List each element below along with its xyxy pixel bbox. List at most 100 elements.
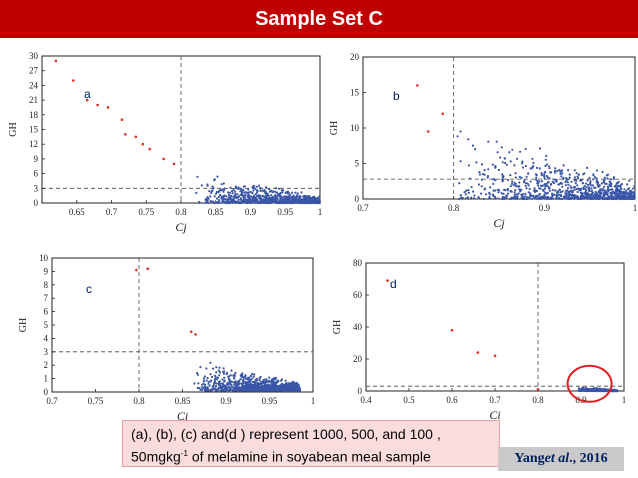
panel-b-cluster-point xyxy=(553,169,557,172)
panel-c-cluster-point xyxy=(236,380,239,383)
panel-c-cluster-point xyxy=(193,382,196,385)
panel-a-cluster-point xyxy=(257,184,261,187)
panel-a-cluster-point xyxy=(222,190,225,193)
panel-b-cluster-point xyxy=(599,193,602,197)
panel-b-cluster-point xyxy=(587,187,590,190)
panel-c-cluster-point xyxy=(252,380,256,383)
panel-c-cluster-point xyxy=(280,384,283,387)
panel-a-cluster-point xyxy=(253,201,256,204)
panel-b-cluster-point xyxy=(459,194,462,197)
panel-c-cluster-point xyxy=(214,385,217,388)
panel-a-outlier-point xyxy=(141,142,145,146)
panel-a-cluster-point xyxy=(221,197,224,201)
panel-b-cluster-point xyxy=(561,185,564,188)
panel-a-letter-label: a xyxy=(84,87,91,101)
panel-b-cluster-point xyxy=(601,187,605,191)
panel-b-cluster-point xyxy=(501,180,504,183)
panel-b-cluster-point xyxy=(536,194,539,197)
panel-a-cluster-point xyxy=(265,201,268,204)
panel-a-cluster-point xyxy=(276,197,279,200)
panel-a-cluster-point xyxy=(267,201,270,205)
panel-c-cluster-point xyxy=(217,369,220,372)
panel-a-cluster-point xyxy=(281,198,284,201)
panel-b-cluster-point xyxy=(544,191,547,194)
panel-a-cluster-point xyxy=(294,198,297,201)
panel-b-cluster-point xyxy=(633,197,636,200)
panel-c-ytick-label: 9 xyxy=(44,266,49,276)
panel-a-outlier-point xyxy=(54,59,58,63)
panel-a-cluster-point xyxy=(247,188,250,191)
panel-b-cluster-point xyxy=(576,175,579,178)
panel-d-cluster-point xyxy=(581,387,584,390)
panel-a-cluster-point xyxy=(232,199,235,202)
panel-b-cluster-point xyxy=(487,168,490,171)
panel-b-cluster-point xyxy=(507,178,510,182)
panel-c-cluster-point xyxy=(261,380,264,383)
panel-a-cluster-point xyxy=(223,194,226,197)
panel-a-cluster-point xyxy=(220,183,223,186)
panel-b-cluster-point xyxy=(466,196,469,199)
panel-b-cluster-point xyxy=(545,174,548,178)
panel-c-cluster-point xyxy=(267,383,270,386)
panel-b-cluster-point xyxy=(510,182,514,185)
panel-b-cluster-point xyxy=(585,186,588,189)
panel-b-cluster-point xyxy=(570,193,573,196)
panel-a-cluster-point xyxy=(213,201,216,205)
panel-b-cluster-point xyxy=(578,188,581,191)
panel-b-cluster-point xyxy=(543,193,546,196)
panel-c-cluster-point xyxy=(209,379,213,382)
panel-c-cluster-point xyxy=(267,380,271,383)
panel-b-cluster-point xyxy=(621,194,625,197)
panel-b-cluster-point xyxy=(546,196,550,199)
panel-b-cluster-point xyxy=(549,197,552,201)
panel-c-cluster-point xyxy=(272,383,275,386)
panel-a-cluster-point xyxy=(268,188,271,191)
panel-b-cluster-point xyxy=(558,188,561,191)
panel-c-xtick-label: 0.95 xyxy=(262,396,278,406)
panel-b-cluster-point xyxy=(577,177,580,180)
panel-b-cluster-point xyxy=(546,185,550,188)
panel-d-ytick-label: 20 xyxy=(353,354,363,364)
panel-c-cluster-point xyxy=(218,371,222,374)
panel-c-cluster-point xyxy=(230,388,233,391)
panel-b-cluster-point xyxy=(543,177,546,180)
panel-b-cluster-point xyxy=(588,176,591,179)
panel-a-cluster-point xyxy=(318,200,321,203)
citation-suffix: ., 2016 xyxy=(569,451,608,466)
panel-c-cluster-point xyxy=(262,378,266,381)
panel-c-cluster-point xyxy=(240,382,243,385)
panel-a-cluster-point xyxy=(298,195,301,198)
panel-b-cluster-point xyxy=(543,173,546,176)
panel-c-cluster-point xyxy=(283,389,287,392)
panel-a-cluster-point xyxy=(223,197,226,201)
panel-b-cluster-point xyxy=(570,180,573,183)
panel-c-cluster-point xyxy=(207,389,211,392)
panel-c-cluster-point xyxy=(258,385,261,388)
panel-c-xtick-label: 0.8 xyxy=(133,396,145,406)
panel-b-cluster-point xyxy=(480,192,483,195)
panel-b-cluster-point xyxy=(532,165,535,168)
panel-c-cluster-point xyxy=(205,367,208,370)
panel-b-cluster-point xyxy=(608,183,611,186)
panel-c-xtick-label: 0.75 xyxy=(88,396,104,406)
panel-b-cluster-point xyxy=(632,187,635,190)
caption-line-1: (a), (b), (c) and(d ) represent 1000, 50… xyxy=(131,426,441,442)
panel-b-cluster-point xyxy=(526,182,529,185)
panel-b-cluster-point xyxy=(509,197,512,201)
panel-b-cluster-point xyxy=(499,156,502,159)
panel-b-cluster-point xyxy=(515,184,518,187)
panel-b-cluster-point xyxy=(535,178,538,181)
panel-a-cluster-point xyxy=(206,196,209,199)
panel-c-cluster-point xyxy=(207,380,210,383)
panel-b-cluster-point xyxy=(600,182,604,185)
panel-c-cluster-point xyxy=(276,385,279,388)
panel-a-cluster-point xyxy=(216,175,219,178)
panel-a-cluster-point xyxy=(270,194,273,197)
panel-b-cluster-point xyxy=(527,191,530,194)
panel-a-cluster-point xyxy=(288,192,291,195)
panel-b-cluster-point xyxy=(580,179,583,182)
panel-b-cluster-point xyxy=(596,196,599,200)
panel-b-cluster-point xyxy=(468,177,472,180)
panel-b-cluster-point xyxy=(505,163,508,166)
panel-a-xtick-label: 1 xyxy=(318,207,323,217)
